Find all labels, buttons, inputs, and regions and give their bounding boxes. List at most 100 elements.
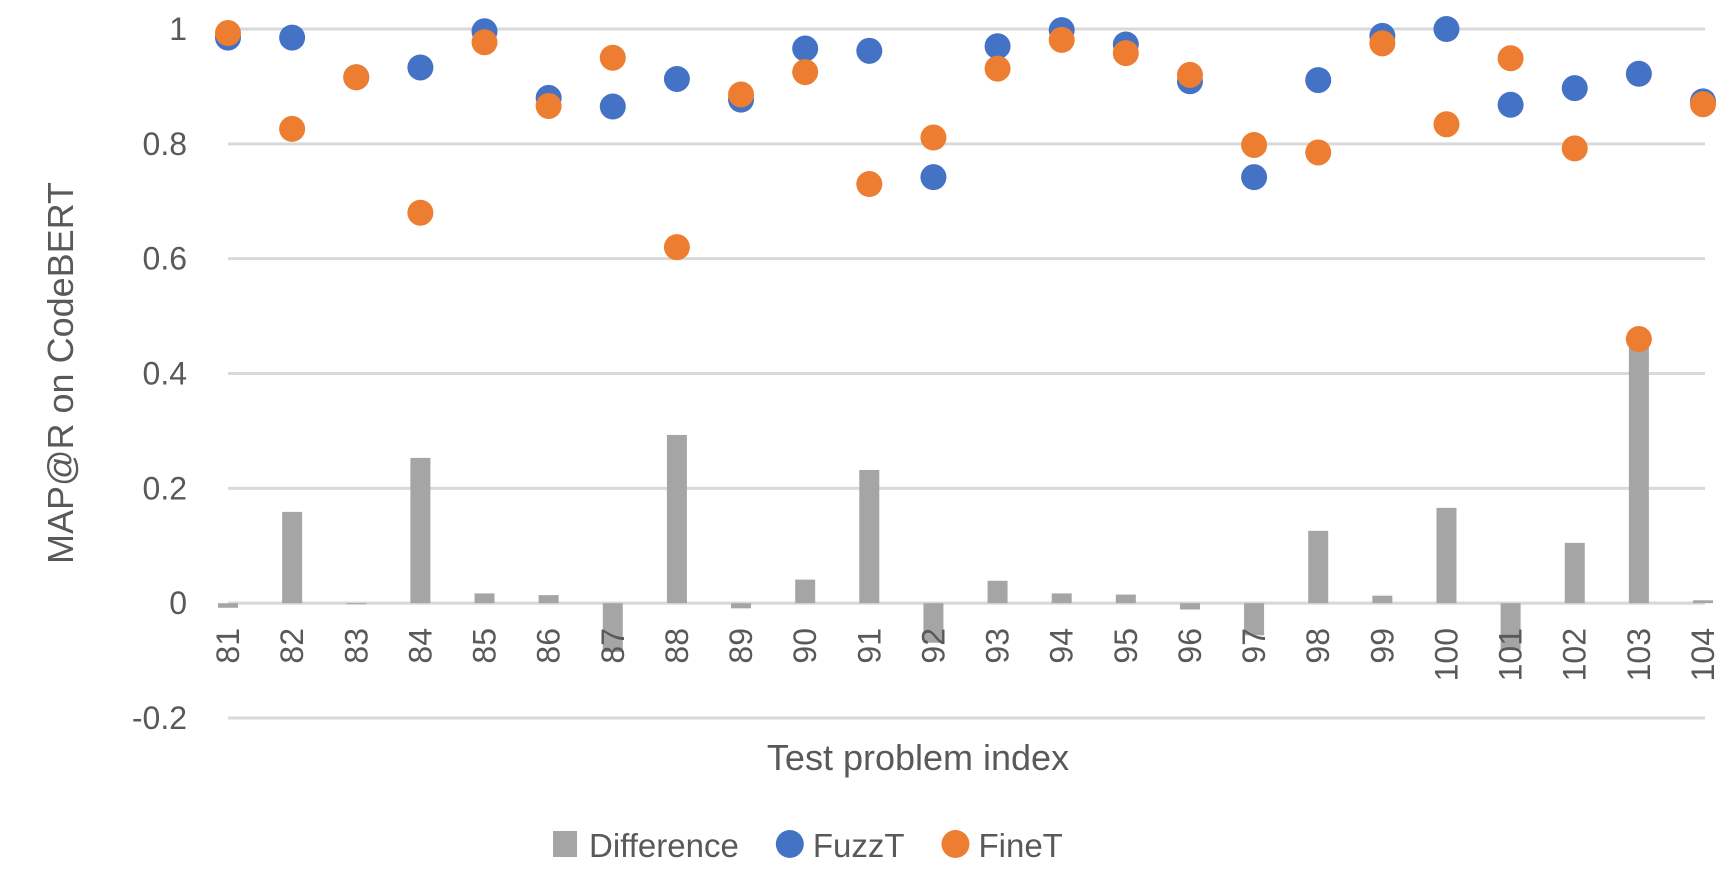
finet-point: [471, 29, 498, 56]
fuzzt-point: [1241, 164, 1268, 191]
difference-bar: [859, 469, 880, 604]
x-tick-label: 100: [1428, 628, 1464, 681]
fuzzt-point: [663, 65, 690, 92]
scatter-points: [215, 16, 1716, 353]
legend: Difference FuzzT FineT: [553, 827, 1063, 864]
difference-bar: [923, 603, 944, 643]
fuzzt-point: [792, 35, 819, 62]
fuzzt-point: [1625, 60, 1652, 87]
x-tick-label: 96: [1172, 628, 1208, 664]
fuzzt-point: [856, 37, 883, 64]
legend-swatch-finet: [941, 830, 970, 858]
legend-label-difference: Difference: [589, 827, 739, 864]
x-tick-label: 102: [1557, 628, 1593, 681]
x-tick-label: 93: [980, 628, 1016, 664]
x-tick-label: 98: [1300, 628, 1336, 664]
finet-point: [1048, 26, 1075, 53]
x-tick-labels: 81 82 83 84 85 86 87 88 89 90 91 92 93 94 95 96 97 98 99 10…: [210, 628, 1721, 681]
finet-point: [1433, 111, 1460, 138]
x-tick-label: 85: [467, 628, 503, 664]
finet-point: [599, 44, 626, 71]
difference-bar: [1693, 600, 1713, 604]
gridlines: [228, 27, 1705, 720]
finet-point: [663, 234, 690, 261]
finet-point: [1112, 40, 1139, 67]
legend-label-finet: FineT: [978, 827, 1062, 864]
x-tick-label: 97: [1236, 628, 1272, 664]
y-tick-label: -0.2: [132, 700, 187, 736]
y-tick-label: 0.2: [143, 470, 187, 506]
fuzzt-point: [1497, 91, 1524, 118]
finet-point: [1690, 91, 1716, 118]
fuzzt-point: [599, 93, 626, 120]
finet-point: [1561, 135, 1588, 162]
difference-bar: [987, 580, 1008, 604]
difference-bar: [1179, 603, 1200, 610]
y-tick-label: 0.6: [143, 241, 187, 277]
x-tick-label: 81: [210, 628, 246, 664]
legend-swatch-fuzzt: [775, 830, 804, 858]
difference-bar: [1308, 530, 1329, 604]
x-tick-label: 82: [274, 628, 310, 664]
x-axis-title: Test problem index: [767, 737, 1069, 778]
x-tick-label: 89: [723, 628, 759, 664]
fuzzt-point: [1561, 75, 1588, 102]
x-tick-label: 86: [531, 628, 567, 664]
x-tick-label: 94: [1044, 628, 1080, 664]
difference-bar: [1244, 603, 1265, 636]
y-tick-label: 0.8: [143, 126, 187, 162]
difference-bar: [346, 603, 367, 605]
difference-bar: [795, 579, 816, 604]
x-tick-label: 90: [787, 628, 823, 664]
difference-bar: [538, 595, 559, 604]
difference-bar: [731, 603, 752, 609]
x-tick-label: 104: [1685, 628, 1721, 681]
finet-point: [343, 64, 370, 91]
x-tick-label: 95: [1108, 628, 1144, 664]
difference-bar: [1115, 594, 1136, 604]
finet-point: [535, 92, 562, 119]
finet-point: [792, 59, 819, 86]
fuzzt-point: [1305, 67, 1332, 94]
difference-bar: [666, 434, 687, 604]
x-tick-label: 83: [338, 628, 374, 664]
finet-point: [1176, 61, 1203, 88]
finet-point: [1625, 326, 1652, 353]
legend-swatch-difference: [553, 831, 577, 857]
y-tick-label: 0: [169, 585, 187, 621]
y-tick-label: 1: [169, 11, 187, 47]
difference-bar: [218, 603, 238, 608]
x-tick-label: 91: [851, 628, 887, 664]
difference-bar: [282, 511, 303, 604]
legend-label-fuzzt: FuzzT: [813, 827, 905, 864]
finet-point: [1305, 139, 1332, 166]
finet-point: [856, 171, 883, 198]
x-tick-label: 101: [1493, 628, 1529, 681]
finet-point: [215, 20, 241, 47]
y-axis-title: MAP@R on CodeBERT: [40, 182, 81, 564]
finet-point: [407, 199, 434, 226]
x-tick-label: 87: [595, 628, 631, 664]
fuzzt-point: [1433, 16, 1460, 42]
x-tick-label: 103: [1621, 628, 1657, 681]
difference-bar: [410, 457, 431, 604]
difference-bar: [1051, 593, 1072, 604]
difference-bars: [218, 337, 1713, 652]
difference-bar: [474, 593, 495, 604]
fuzzt-point: [984, 33, 1011, 60]
difference-bar: [1628, 337, 1649, 604]
finet-point: [1241, 131, 1268, 158]
x-tick-label: 88: [659, 628, 695, 664]
finet-point: [1369, 30, 1396, 57]
x-tick-label: 99: [1364, 628, 1400, 664]
difference-bar: [1500, 603, 1521, 650]
fuzzt-point: [920, 164, 947, 191]
difference-bar: [1372, 595, 1393, 604]
finet-point: [728, 81, 755, 108]
difference-bar: [1436, 507, 1457, 604]
x-tick-label: 84: [402, 628, 438, 664]
y-tick-labels: -0.2 0 0.2 0.4 0.6 0.8 1: [132, 11, 187, 736]
difference-bar: [1564, 542, 1585, 604]
fuzzt-point: [407, 54, 434, 81]
